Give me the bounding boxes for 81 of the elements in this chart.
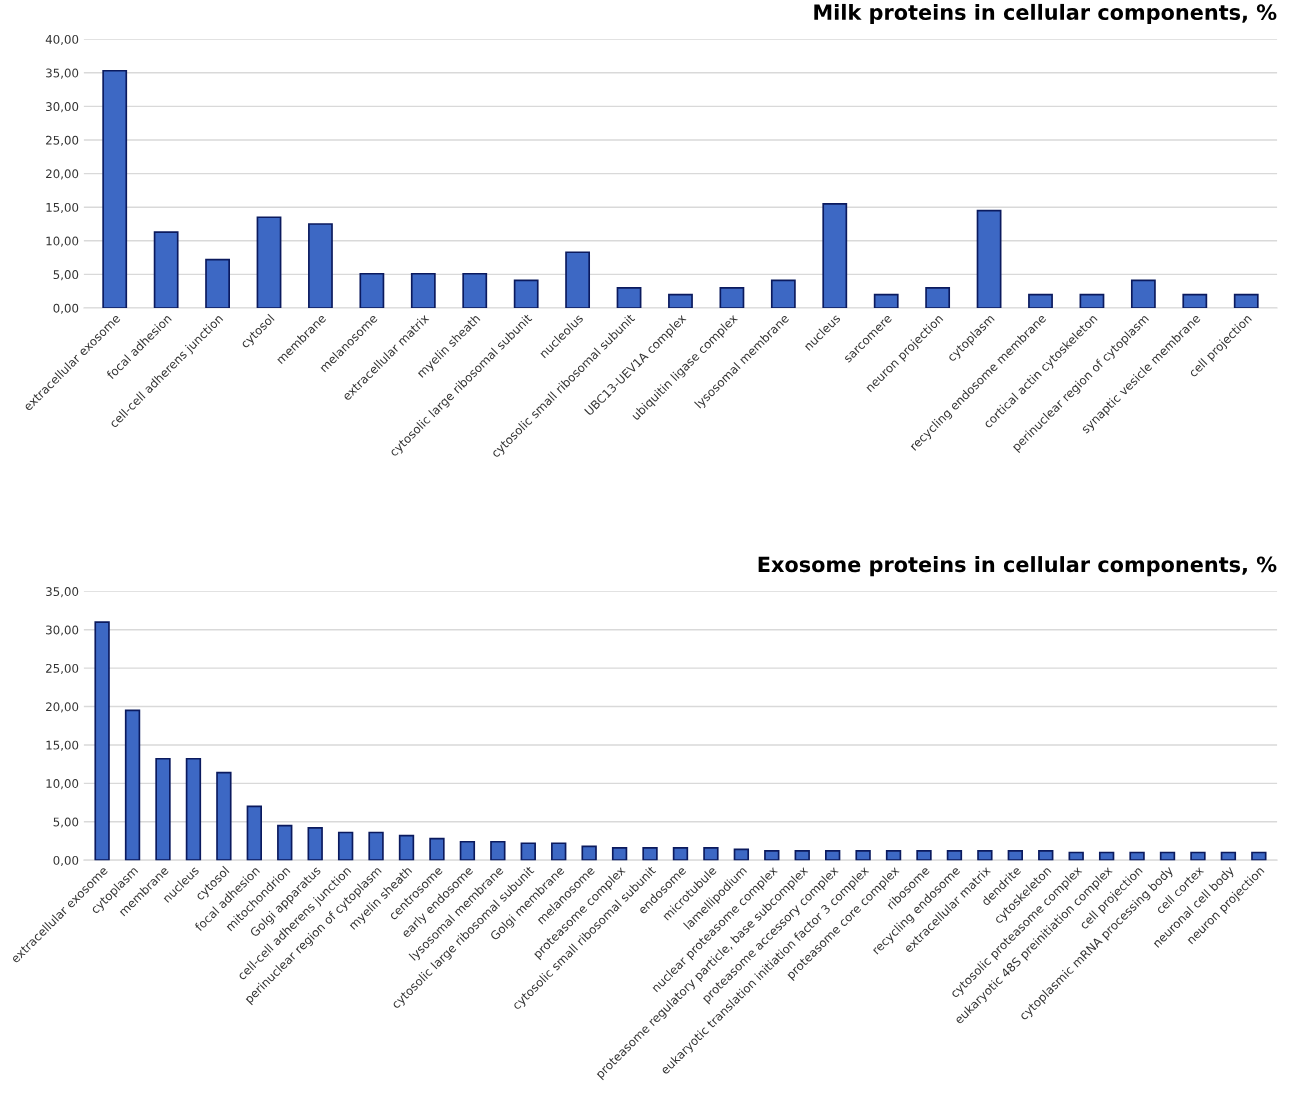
bar — [1233, 293, 1259, 308]
bar — [246, 805, 262, 861]
bar — [672, 847, 689, 861]
bar — [916, 850, 932, 861]
bar — [703, 847, 719, 861]
bar — [946, 850, 963, 861]
bar — [565, 251, 591, 308]
bar — [616, 287, 642, 308]
bar — [551, 842, 567, 861]
bar — [1130, 279, 1156, 308]
bar — [855, 850, 871, 861]
bar — [256, 216, 282, 308]
bar — [368, 831, 384, 861]
y-tick-label: 30,00 — [46, 625, 79, 636]
y-tick-label: 25,00 — [46, 663, 79, 675]
chart-title: Exosome proteins in cellular components, % — [758, 556, 1277, 577]
y-tick-label: 5,00 — [53, 270, 79, 281]
bar — [490, 840, 506, 861]
bar — [824, 850, 841, 861]
y-tick-label: 20,00 — [46, 169, 79, 180]
bar — [976, 209, 1002, 308]
bar — [398, 834, 415, 861]
bar — [1068, 851, 1084, 861]
bar — [1220, 851, 1237, 861]
bar — [337, 831, 354, 861]
y-tick-label: 30,00 — [46, 102, 79, 113]
bar — [822, 203, 848, 308]
bar — [1079, 293, 1105, 308]
bar — [185, 757, 202, 861]
bar — [216, 771, 232, 861]
bar — [642, 847, 658, 861]
y-tick-label: 0,00 — [53, 303, 79, 314]
bar — [155, 757, 171, 861]
y-tick-label: 0,00 — [53, 855, 79, 867]
bar — [1159, 851, 1176, 861]
bar — [1007, 850, 1023, 861]
bar — [1098, 851, 1115, 861]
bar — [513, 279, 539, 308]
bar — [1038, 850, 1054, 861]
bar — [925, 287, 951, 308]
y-tick-label: 35,00 — [46, 587, 79, 598]
bar — [1028, 293, 1053, 308]
y-tick-label: 40,00 — [45, 34, 79, 46]
bar — [429, 837, 445, 861]
bar — [873, 293, 899, 308]
bar — [668, 293, 693, 308]
bar — [359, 272, 385, 308]
bar — [770, 279, 796, 308]
bar — [94, 621, 110, 861]
bar — [124, 709, 141, 861]
bar — [205, 258, 230, 308]
bar — [719, 287, 745, 308]
chart-title: Milk proteins in cellular components, % — [814, 3, 1277, 25]
bar — [308, 223, 333, 308]
y-tick-label: 5,00 — [53, 817, 79, 828]
y-tick-label: 10,00 — [46, 779, 79, 790]
y-tick-label: 15,00 — [46, 740, 79, 751]
y-tick-label: 15,00 — [46, 202, 79, 214]
bar — [885, 850, 902, 861]
bar — [307, 827, 323, 861]
y-tick-label: 10,00 — [46, 236, 79, 247]
bar — [977, 850, 993, 861]
bar — [277, 824, 293, 861]
bar — [410, 272, 436, 308]
bar — [153, 231, 179, 308]
y-tick-label: 35,00 — [46, 68, 79, 79]
bar — [462, 272, 488, 308]
bar — [764, 850, 780, 861]
y-tick-label: 20,00 — [46, 702, 79, 713]
bar — [611, 847, 628, 861]
bar — [102, 69, 128, 308]
bar — [1129, 851, 1145, 861]
bar — [733, 848, 750, 861]
bar — [581, 845, 597, 861]
y-tick-label: 25,00 — [46, 135, 79, 146]
bar — [459, 840, 476, 861]
bar — [794, 850, 810, 861]
bar — [520, 842, 536, 861]
bar — [1251, 851, 1267, 861]
bar — [1190, 851, 1206, 861]
bar — [1182, 293, 1208, 308]
